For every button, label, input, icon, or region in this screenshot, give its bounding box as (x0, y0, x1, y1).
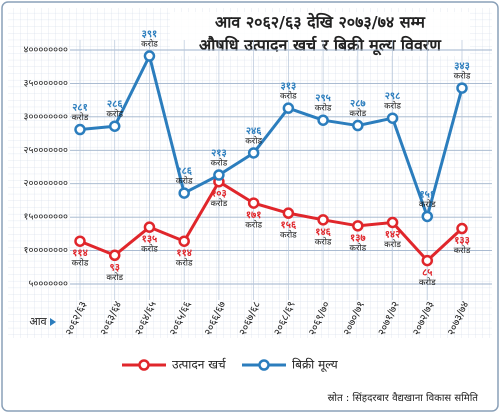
value-label: ८५ (422, 268, 432, 279)
value-unit: करोड (245, 220, 262, 231)
value-label: २८६ (107, 99, 123, 110)
y-tick-label: ५००००००० (28, 279, 68, 290)
value-label: २०३ (211, 189, 227, 200)
value-label: २८१ (72, 103, 88, 114)
value-label: १८६ (176, 166, 192, 177)
point (178, 235, 190, 247)
value-unit: करोड (176, 258, 193, 269)
value-label: ११४ (72, 248, 88, 259)
point (74, 235, 86, 247)
point (456, 222, 468, 235)
value-unit: करोड (419, 277, 436, 288)
value-label: २८७ (350, 99, 366, 110)
value-unit: करोड (454, 71, 471, 82)
value-unit: करोड (454, 245, 471, 256)
point (317, 114, 329, 126)
value-unit: करोड (211, 158, 228, 169)
value-label: १३५ (142, 234, 158, 245)
graph-paper (8, 8, 492, 338)
point (74, 123, 86, 136)
value-unit: करोड (315, 103, 332, 114)
value-unit: करोड (211, 198, 228, 209)
value-unit: करोड (72, 258, 89, 269)
value-label: १४२ (385, 229, 401, 240)
value-label: १५१ (419, 189, 435, 200)
point (247, 147, 260, 159)
legend-label: बिक्री मूल्य (292, 358, 339, 373)
value-unit: करोड (72, 112, 89, 123)
value-label: ३९१ (142, 29, 158, 40)
value-unit: करोड (141, 244, 158, 255)
source: स्रोत : सिंहदरबार वैद्यखाना विकास समिति (328, 392, 479, 404)
legend-marker (258, 359, 270, 371)
x-label-arrow (50, 318, 56, 326)
value-label: २९५ (315, 93, 331, 104)
y-tick-label: १५००००००० (24, 212, 69, 223)
value-unit: करोड (349, 242, 366, 253)
value-unit: करोड (106, 272, 123, 283)
point (108, 249, 121, 262)
chart-subtitle: औषधि उत्पादन खर्च र बिक्री मूल्य विवरण (199, 36, 442, 56)
point (352, 119, 364, 132)
series-line (79, 54, 464, 218)
x-axis-label: आव (29, 315, 47, 328)
value-unit: करोड (349, 108, 366, 119)
footer-bg (8, 340, 492, 408)
value-unit: करोड (141, 39, 158, 50)
legend-label: उत्पादन खर्च (172, 358, 227, 372)
point (282, 102, 295, 114)
y-tick-label: १०००००००० (24, 245, 69, 256)
legend-marker (138, 359, 150, 371)
value-unit: करोड (280, 91, 297, 102)
point (386, 216, 399, 229)
value-label: २४६ (246, 126, 262, 137)
point (108, 120, 121, 132)
point (421, 210, 434, 223)
point (178, 187, 190, 199)
value-label: १३७ (350, 233, 366, 244)
point (456, 82, 468, 94)
value-unit: करोड (106, 109, 123, 120)
value-unit: करोड (315, 236, 332, 247)
point (247, 197, 260, 209)
value-unit: करोड (384, 101, 401, 112)
y-tick-label: ४०००००००० (24, 45, 69, 56)
value-label: २१३ (211, 148, 227, 159)
value-unit: करोड (280, 230, 297, 241)
point (213, 169, 225, 181)
value-label: २९८ (385, 91, 401, 102)
point (143, 221, 156, 233)
y-tick-label: ३५००००००० (24, 78, 69, 89)
value-label: १७१ (246, 210, 262, 221)
value-unit: करोड (419, 199, 436, 210)
value-label: ३४३ (454, 61, 470, 72)
title-bg (170, 12, 470, 56)
value-unit: करोड (245, 135, 262, 146)
chart-title: आव २०६२/६३ देखि २०७३/७४ सम्म (215, 13, 426, 32)
value-unit: करोड (384, 239, 401, 250)
point (421, 254, 434, 267)
value-label: १५६ (281, 220, 297, 231)
value-label: १३३ (454, 236, 470, 247)
value-unit: करोड (176, 176, 193, 187)
point (352, 220, 364, 232)
value-label: ३१३ (281, 81, 297, 92)
point (317, 214, 329, 226)
y-tick-label: २५००००००० (24, 145, 69, 156)
series-line (79, 180, 464, 263)
y-tick-label: २०००००००० (24, 178, 69, 189)
point (143, 50, 156, 62)
point (386, 112, 399, 124)
value-label: १४६ (315, 227, 331, 238)
value-label: ११४ (176, 248, 192, 259)
value-label: ९३ (110, 262, 120, 273)
y-tick-label: ३०००००००० (24, 111, 69, 122)
point (282, 207, 295, 219)
